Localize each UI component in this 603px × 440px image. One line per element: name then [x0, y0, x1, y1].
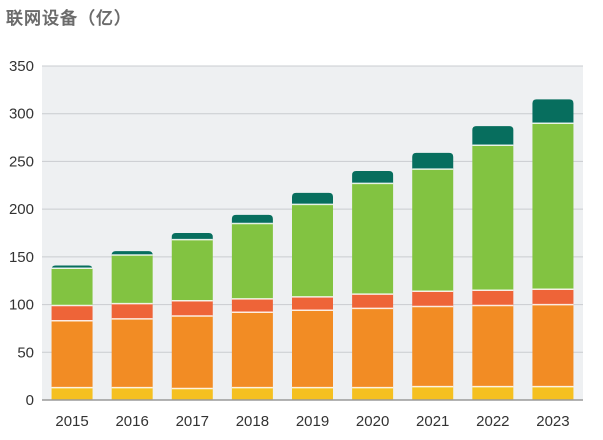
bar-segment: [472, 305, 514, 387]
bar-segment: [292, 204, 333, 297]
bar-segment: [111, 318, 153, 388]
bar-segment: [111, 303, 153, 319]
bar-segment: [171, 239, 213, 301]
bar-segment: [472, 386, 514, 400]
bar-segment: [111, 251, 153, 256]
bar-segment: [51, 265, 93, 270]
y-tick-label: 300: [9, 106, 34, 123]
y-tick-label: 350: [9, 58, 34, 75]
x-tick-label: 2021: [416, 413, 449, 430]
bar-segment: [231, 214, 273, 224]
y-axis-ticks: 0 50 100 150 200 250 300 350: [9, 58, 34, 409]
chart-title: 联网设备（亿）: [6, 9, 132, 29]
bar-segment: [472, 290, 514, 306]
x-tick-label: 2018: [236, 413, 269, 430]
bar-stack-2019: [292, 192, 333, 400]
bar-segment: [231, 298, 273, 313]
bar-segment: [292, 310, 333, 388]
bar-segment: [51, 305, 93, 321]
bar-stack-2021: [412, 152, 454, 400]
bar-segment: [412, 386, 454, 400]
bar-segment: [352, 170, 394, 184]
y-tick-label: 100: [9, 297, 34, 314]
bar-segment: [292, 387, 333, 400]
bar-segment: [292, 192, 333, 205]
bar-segment: [231, 312, 273, 388]
bar-segment: [111, 254, 153, 304]
bar-segment: [352, 387, 394, 400]
bar-stack-2017: [171, 233, 213, 400]
bar-segment: [231, 387, 273, 400]
bar-segment: [472, 145, 514, 291]
bar-stack-2018: [231, 214, 273, 400]
bar-segment: [412, 291, 454, 307]
y-tick-label: 50: [17, 344, 34, 361]
bar-stack-2016: [111, 251, 153, 400]
bar-segment: [51, 320, 93, 388]
bar-segment: [171, 316, 213, 389]
x-tick-label: 2019: [296, 413, 329, 430]
bar-segment: [111, 387, 153, 400]
bar-stack-2015: [51, 265, 93, 400]
bars: [51, 99, 574, 400]
bar-segment: [352, 308, 394, 388]
x-tick-label: 2016: [115, 413, 148, 430]
bar-stack-2020: [352, 170, 394, 400]
bar-segment: [51, 387, 93, 400]
bar-segment: [412, 152, 454, 170]
bar-stack-2022: [472, 126, 514, 400]
bar-segment: [532, 123, 574, 290]
y-tick-label: 150: [9, 249, 34, 266]
bar-segment: [352, 183, 394, 295]
bar-segment: [532, 99, 574, 124]
bar-segment: [532, 386, 574, 400]
x-tick-label: 2017: [176, 413, 209, 430]
bar-segment: [231, 223, 273, 299]
y-tick-label: 200: [9, 201, 34, 218]
bar-segment: [472, 126, 514, 146]
bar-segment: [412, 169, 454, 292]
bar-segment: [532, 304, 574, 387]
bar-segment: [412, 306, 454, 387]
bar-segment: [171, 233, 213, 240]
x-tick-label: 2015: [55, 413, 88, 430]
bar-segment: [171, 300, 213, 317]
x-axis-ticks: 2015 2016 2017 2018 2019 2020 2021 2022 2023: [55, 413, 569, 430]
x-tick-label: 2022: [476, 413, 509, 430]
bar-segment: [292, 296, 333, 311]
y-tick-label: 0: [26, 392, 34, 409]
bar-segment: [51, 268, 93, 306]
bar-segment: [171, 388, 213, 400]
bar-stack-2023: [532, 99, 574, 400]
bar-segment: [352, 294, 394, 309]
y-tick-label: 250: [9, 153, 34, 170]
bar-segment: [532, 289, 574, 305]
x-tick-label: 2020: [356, 413, 389, 430]
x-tick-label: 2023: [536, 413, 569, 430]
